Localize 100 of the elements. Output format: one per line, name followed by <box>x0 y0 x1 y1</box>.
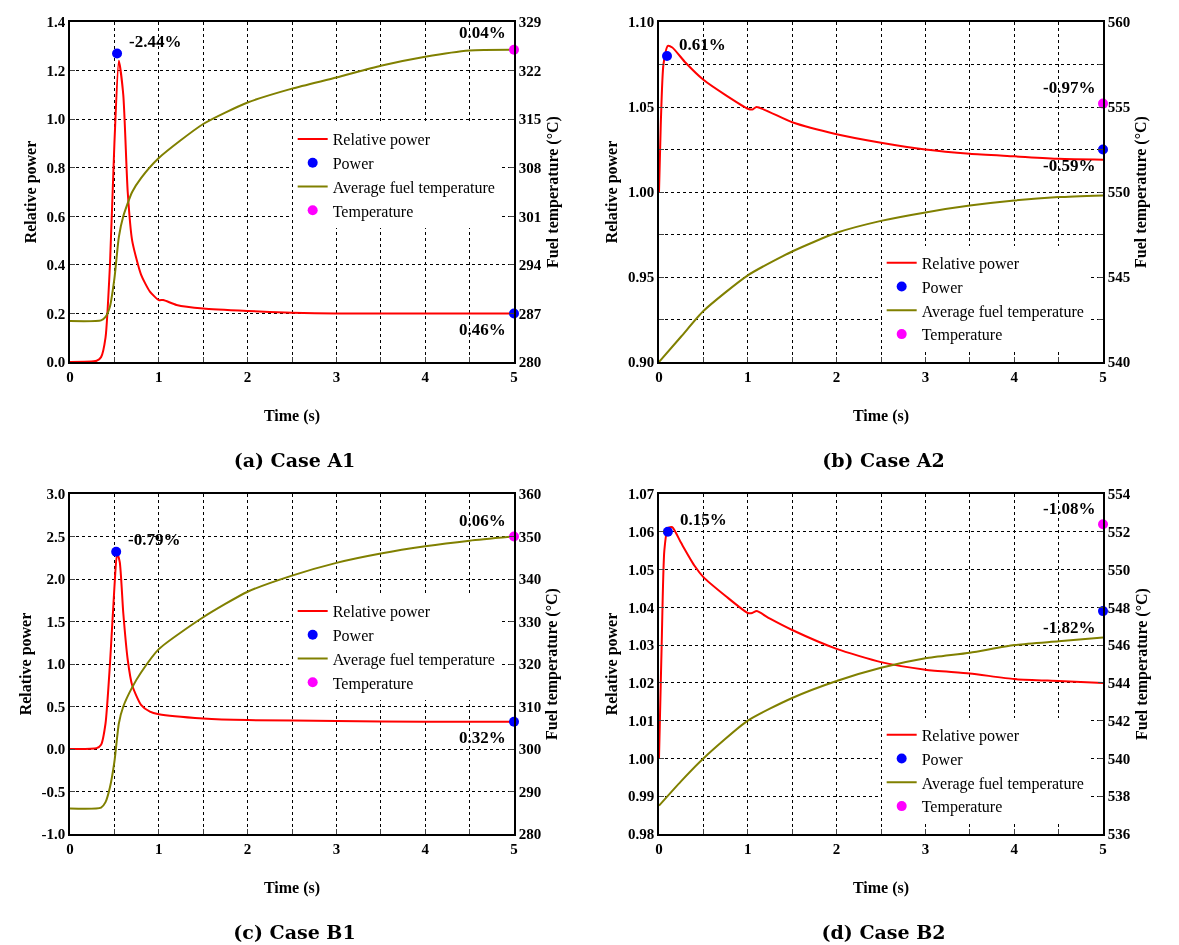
y-tick-label: 1.00 <box>628 184 655 201</box>
x-tick-label: 2 <box>243 368 252 385</box>
y2-tick-label: 544 <box>1107 675 1131 692</box>
legend-label: Temperature <box>921 326 1003 345</box>
legend-label: Power <box>332 154 375 172</box>
x-axis-title: Time (s) <box>852 878 910 897</box>
y2-tick-label: 350 <box>518 528 542 545</box>
y2-tick-label: 560 <box>1107 14 1131 31</box>
annotation: 0.46% <box>459 320 506 339</box>
x-tick-label: 1 <box>744 840 752 857</box>
x-tick-label: 1 <box>155 840 163 857</box>
y-tick-label: 1.2 <box>46 62 66 79</box>
x-tick-label: 2 <box>832 840 841 857</box>
y-tick-label: 1.04 <box>628 599 655 616</box>
y2-tick-label: 330 <box>518 613 542 630</box>
y2-tick-label: 287 <box>518 305 542 322</box>
x-tick-label: 0 <box>66 840 74 857</box>
y2-tick-label: 540 <box>1107 354 1131 371</box>
y-tick-label: 1.4 <box>46 14 66 31</box>
y2-axis-title: Fuel temperature (°C) <box>543 588 562 740</box>
annotation: 0.15% <box>680 510 727 529</box>
y-tick-label: 1.03 <box>628 637 655 654</box>
y2-tick-label: 538 <box>1107 788 1131 805</box>
text: (a) Case A1 <box>233 449 356 472</box>
y-tick-label: 0.8 <box>46 159 66 176</box>
y-tick-label: 0.99 <box>628 788 655 805</box>
text: (b) Case A2 <box>822 449 945 472</box>
y-tick-label: 0.95 <box>628 269 655 286</box>
x-tick-label: 2 <box>832 368 841 385</box>
x-tick-label: 3 <box>921 368 930 385</box>
x-tick-label: 3 <box>921 840 930 857</box>
y-tick-label: -0.5 <box>41 783 66 800</box>
y-tick-label: 0.0 <box>46 741 66 758</box>
y2-tick-label: 546 <box>1107 637 1131 654</box>
x-tick-label: 4 <box>421 368 430 385</box>
y2-tick-label: 300 <box>518 741 542 758</box>
y2-tick-label: 310 <box>518 698 542 715</box>
y2-tick-label: 340 <box>518 571 542 588</box>
x-axis-title: Time (s) <box>263 878 321 897</box>
y-axis-title: Relative power <box>16 612 35 716</box>
y2-axis-title: Fuel temperature (°C) <box>1132 588 1151 740</box>
annotation: 0.04% <box>459 23 506 42</box>
y2-tick-label: 322 <box>518 62 542 79</box>
x-tick-label: 4 <box>1010 840 1019 857</box>
y-axis-title: Relative power <box>603 140 622 244</box>
y-tick-label: 2.0 <box>46 571 66 588</box>
x-tick-label: 0 <box>655 368 663 385</box>
y2-tick-label: 280 <box>518 354 542 371</box>
text: (c) Case B1 <box>233 921 356 944</box>
y-tick-label: 0.4 <box>46 257 66 274</box>
y2-tick-label: 550 <box>1107 184 1131 201</box>
legend-label: Power <box>332 626 375 644</box>
y2-tick-label: 540 <box>1107 750 1131 767</box>
annotation: 0.32% <box>459 728 506 747</box>
y2-tick-label: 280 <box>518 826 542 843</box>
y-tick-label: 1.5 <box>46 613 66 630</box>
y-axis-title: Relative power <box>603 612 622 716</box>
y-tick-label: 2.5 <box>46 528 66 545</box>
y2-tick-label: 545 <box>1107 269 1131 286</box>
x-tick-label: 1 <box>155 368 163 385</box>
y-tick-label: -1.0 <box>41 826 66 843</box>
y-tick-label: 0.98 <box>628 826 655 843</box>
x-tick-label: 4 <box>421 840 430 857</box>
y2-tick-label: 536 <box>1107 826 1131 843</box>
y-tick-label: 1.05 <box>628 99 655 116</box>
y-tick-label: 1.06 <box>628 524 655 541</box>
y-tick-label: 1.02 <box>628 675 655 692</box>
x-tick-label: 3 <box>332 840 341 857</box>
legend-label: Relative power <box>921 726 1020 745</box>
y-tick-label: 0.6 <box>46 208 66 225</box>
y-tick-label: 0.5 <box>46 698 66 715</box>
annotation: -2.44% <box>129 32 182 51</box>
y-tick-label: 1.0 <box>46 111 66 128</box>
legend-label: Temperature <box>921 798 1003 817</box>
x-tick-label: 5 <box>1099 368 1107 385</box>
y2-tick-label: 552 <box>1107 524 1131 541</box>
legend-label: Relative power <box>332 603 431 622</box>
y-tick-label: 1.07 <box>628 486 655 503</box>
x-tick-label: 4 <box>1010 368 1019 385</box>
x-tick-label: 3 <box>332 368 341 385</box>
annotation: 0.06% <box>459 511 506 530</box>
annotation: -1.82% <box>1043 618 1096 637</box>
legend-label: Average fuel temperature <box>332 650 495 669</box>
y2-axis-title: Fuel temperature (°C) <box>543 116 562 268</box>
legend-label: Temperature <box>332 202 414 221</box>
y2-tick-label: 550 <box>1107 561 1131 578</box>
x-tick-label: 1 <box>744 368 752 385</box>
y2-tick-label: 290 <box>518 783 542 800</box>
annotation: 0.61% <box>679 35 726 54</box>
y-tick-label: 1.10 <box>628 14 655 31</box>
x-axis-title: Time (s) <box>852 406 910 425</box>
y-tick-label: 1.00 <box>628 750 655 767</box>
y-tick-label: 1.0 <box>46 656 66 673</box>
y-tick-label: 0.2 <box>46 305 66 322</box>
y-tick-label: 0.90 <box>628 354 655 371</box>
x-tick-label: 0 <box>655 840 663 857</box>
y-tick-label: 1.01 <box>628 712 655 729</box>
legend-label: Average fuel temperature <box>332 178 495 197</box>
x-tick-label: 5 <box>1099 840 1107 857</box>
y2-tick-label: 554 <box>1107 486 1131 503</box>
